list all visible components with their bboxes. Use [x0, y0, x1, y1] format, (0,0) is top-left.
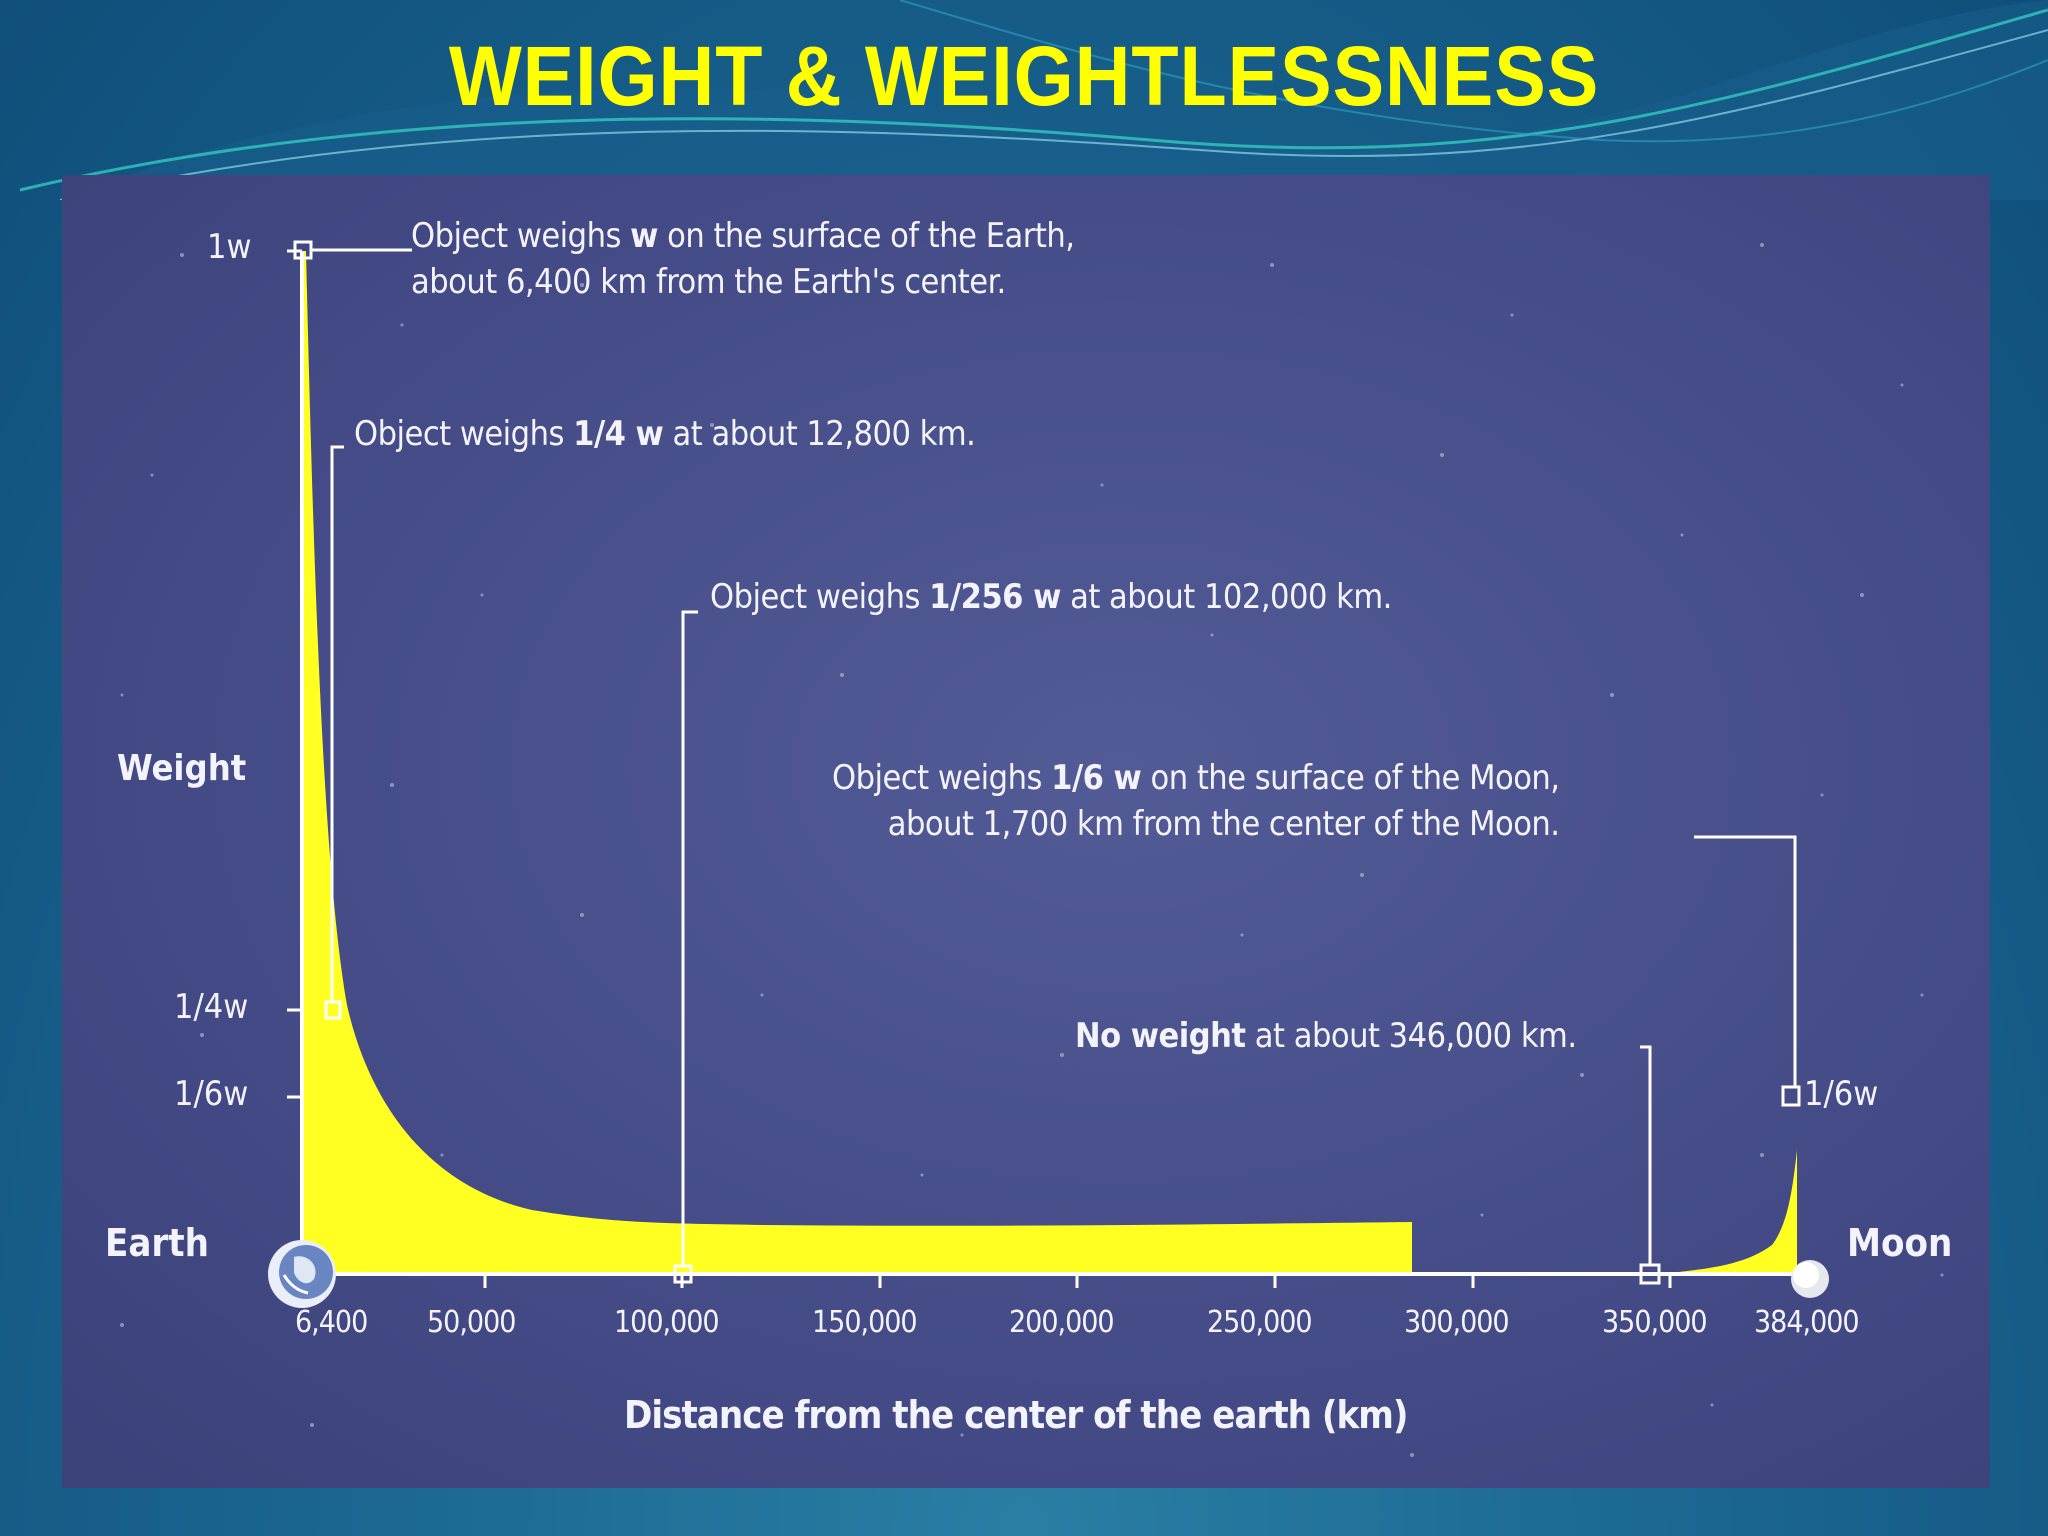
x-tick: 384,000 — [1754, 1305, 1860, 1340]
annotation-moon-surface: Object weighs 1/6 w on the surface of th… — [832, 758, 1560, 844]
x-tick: 300,000 — [1404, 1305, 1510, 1340]
x-tick: 6,400 — [295, 1305, 368, 1340]
annotation-1-256-weight: Object weighs 1/256 w at about 102,000 k… — [710, 577, 1392, 617]
annotation-quarter-weight: Object weighs 1/4 w at about 12,800 km. — [354, 414, 976, 454]
chart-panel: Object weighs w on the surface of the Ea… — [62, 175, 1990, 1488]
x-tick: 200,000 — [1009, 1305, 1115, 1340]
x-axis-label: Distance from the center of the earth (k… — [624, 1393, 1408, 1437]
earth-weight-curve — [302, 251, 1412, 1274]
moon-icon — [1791, 1260, 1829, 1298]
x-tick: 250,000 — [1207, 1305, 1313, 1340]
background-wave — [0, 0, 2048, 200]
x-tick: 350,000 — [1602, 1305, 1708, 1340]
y-tick-sixth: 1/6w — [174, 1074, 249, 1114]
x-tick: 100,000 — [614, 1305, 720, 1340]
moon-weight-curve — [1662, 1150, 1797, 1274]
weight-distance-chart — [268, 240, 1829, 1308]
earth-label: Earth — [105, 1221, 209, 1265]
x-tick: 50,000 — [427, 1305, 516, 1340]
y-tick-1w: 1w — [207, 227, 252, 267]
x-tick: 150,000 — [812, 1305, 918, 1340]
annotation-earth-surface: Object weighs w on the surface of the Ea… — [411, 216, 1075, 302]
annotation-no-weight: No weight at about 346,000 km. — [1075, 1016, 1577, 1056]
moon-sixth-label: 1/6w — [1804, 1074, 1879, 1114]
y-tick-quarter: 1/4w — [174, 987, 249, 1027]
earth-icon — [268, 1240, 336, 1308]
moon-label: Moon — [1847, 1221, 1953, 1265]
y-axis-label: Weight — [117, 748, 247, 789]
slide-title: WEIGHT & WEIGHTLESSNESS — [448, 29, 1600, 123]
